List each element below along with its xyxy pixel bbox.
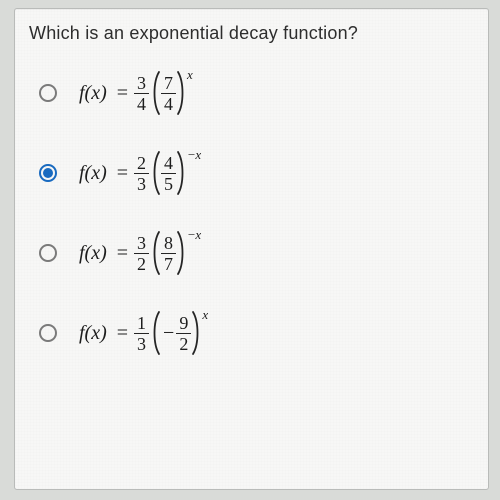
exponent: x	[187, 67, 192, 83]
exponent: −x	[187, 147, 201, 163]
right-paren-icon	[191, 310, 201, 356]
base-group: 7 4 x	[151, 70, 192, 116]
coef-fraction: 1 3	[134, 314, 149, 353]
choice-a[interactable]: f(x) = 3 4 7 4 x	[39, 70, 474, 116]
choice-c[interactable]: f(x) = 3 2 8 7 −x	[39, 230, 474, 276]
choice-b[interactable]: f(x) = 2 3 4 5 −x	[39, 150, 474, 196]
radio-d[interactable]	[39, 324, 57, 342]
question-text: Which is an exponential decay function?	[29, 23, 474, 44]
right-paren-icon	[176, 230, 186, 276]
base-sign: −	[163, 322, 174, 345]
equation-a: f(x) = 3 4 7 4 x	[79, 70, 192, 116]
equation-b: f(x) = 2 3 4 5 −x	[79, 150, 201, 196]
radio-c[interactable]	[39, 244, 57, 262]
left-paren-icon	[151, 150, 161, 196]
equation-d: f(x) = 1 3 − 9 2 x	[79, 310, 208, 356]
base-group: 8 7 −x	[151, 230, 201, 276]
base-fraction: 8 7	[161, 234, 176, 273]
coef-fraction: 2 3	[134, 154, 149, 193]
coef-fraction: 3 2	[134, 234, 149, 273]
right-paren-icon	[176, 150, 186, 196]
base-fraction: 7 4	[161, 74, 176, 113]
exponent: x	[202, 307, 207, 323]
base-fraction: 9 2	[176, 314, 191, 353]
equals-sign: =	[117, 242, 128, 265]
left-paren-icon	[151, 70, 161, 116]
equals-sign: =	[117, 322, 128, 345]
base-group: − 9 2 x	[151, 310, 208, 356]
equation-c: f(x) = 3 2 8 7 −x	[79, 230, 201, 276]
base-group: 4 5 −x	[151, 150, 201, 196]
question-card: Which is an exponential decay function? …	[14, 8, 489, 490]
exponent: −x	[187, 227, 201, 243]
fx-label: f(x)	[79, 162, 107, 185]
equals-sign: =	[117, 82, 128, 105]
fx-label: f(x)	[79, 322, 107, 345]
choice-list: f(x) = 3 4 7 4 x	[29, 70, 474, 356]
coef-fraction: 3 4	[134, 74, 149, 113]
fx-label: f(x)	[79, 82, 107, 105]
right-paren-icon	[176, 70, 186, 116]
left-paren-icon	[151, 310, 161, 356]
radio-a[interactable]	[39, 84, 57, 102]
base-fraction: 4 5	[161, 154, 176, 193]
fx-label: f(x)	[79, 242, 107, 265]
left-paren-icon	[151, 230, 161, 276]
choice-d[interactable]: f(x) = 1 3 − 9 2 x	[39, 310, 474, 356]
radio-b[interactable]	[39, 164, 57, 182]
equals-sign: =	[117, 162, 128, 185]
radio-dot-icon	[43, 168, 53, 178]
